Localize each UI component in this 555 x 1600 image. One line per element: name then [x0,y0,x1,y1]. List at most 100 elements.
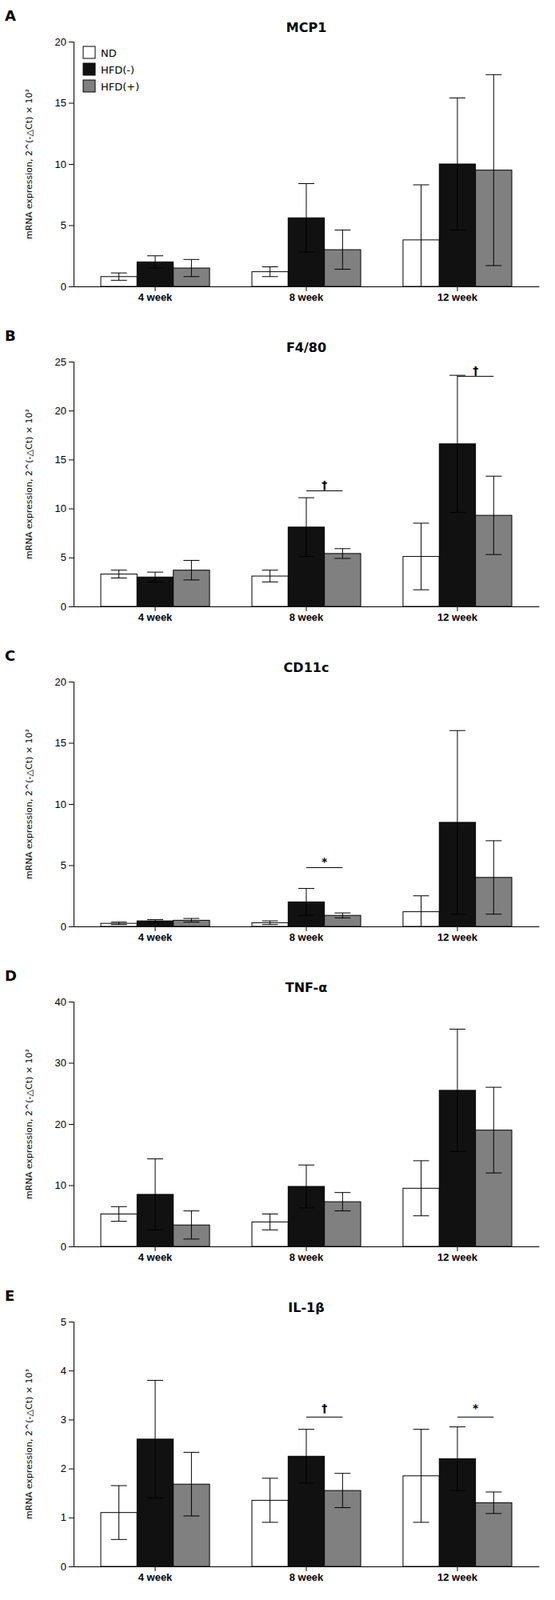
x-axis: 4 week8 week12 week [74,606,540,623]
y-tick-label: 4 [60,1364,67,1377]
panel-label: E [4,1286,15,1304]
y-tick-mark [68,1517,74,1518]
y-tick-label: 0 [60,1240,67,1253]
x-tick: 4 week [138,1565,173,1583]
x-axis: 4 week 8 week 12 week [74,926,540,943]
x-tick: 12 week [437,1245,479,1263]
y-tick-mark [68,286,74,288]
error-bar [485,840,502,915]
plot-area [100,1379,512,1566]
y-tick: 3 [60,1413,74,1426]
y-tick-label: 15 [55,736,67,749]
y-tick-mark [68,606,74,607]
x-tick: 4 week [138,286,173,304]
panel: 0123454 week8 week12 week†*IL-1βEmRNA ex… [4,1286,540,1583]
title: F4/80 [286,339,327,356]
y-tick-mark [68,803,74,805]
y-tick-mark [68,361,74,363]
y-tick-label: 20 [55,675,67,688]
y-tick: 5 [60,551,74,563]
error-bar [183,1451,200,1516]
y-tick-mark [68,681,74,683]
y-axis: 0510152025 [55,355,75,613]
y-tick: 10 [55,158,74,171]
series [173,840,512,927]
error-bar [485,74,502,266]
y-tick-label: 15 [55,96,67,109]
panel: 051015204 week8 week12 weekMCP1AmRNA exp… [4,7,540,304]
y-tick-mark [68,1468,74,1470]
y-tick: 5 [60,219,74,232]
series [100,895,440,927]
x-tick-label: 4 week [138,930,173,943]
y-tick-mark [68,1001,74,1003]
y-tick-label: 0 [60,600,67,613]
error-bar [485,1491,502,1514]
error-bar [262,267,279,277]
x-tick-label: 4 week [138,610,173,623]
x-tick-label: 12 week [437,1570,479,1583]
x-tick-mark [155,1565,156,1571]
x-tick-mark [306,1245,308,1251]
title: CD11c [283,659,330,675]
error-bar [298,888,315,916]
error-bar [147,1379,164,1498]
plot-area [100,1028,512,1246]
legend-item: HFD(-) [83,63,135,76]
x-tick-mark [306,606,308,611]
y-axis-line [68,362,75,607]
significance-symbol: * [472,1401,480,1414]
y-tick-label: 5 [60,219,67,232]
series [136,97,476,287]
x-tick-label: 4 week [138,291,173,304]
error-bar [147,1158,164,1230]
error-bar [449,1028,466,1151]
y-tick-mark [68,1062,74,1064]
y-tick-label: 30 [55,1056,67,1069]
y-tick-label: 5 [60,1315,67,1328]
error-bar [413,523,430,590]
y-axis-title: mRNA expression, 2^(-△Ct) × 10³ [23,1368,35,1519]
legend-label: HFD(-) [100,63,135,76]
legend-item: HFD(+) [83,79,140,93]
series [100,523,440,607]
y-tick: 15 [55,96,74,109]
series [136,375,476,607]
significance-symbol: * [321,854,328,868]
error-bar [413,1429,430,1522]
series [136,730,476,927]
y-tick-label: 10 [55,798,67,811]
y-tick-mark [68,163,74,165]
y-tick: 2 [60,1461,74,1474]
y-tick: 10 [55,502,74,515]
y-tick-label: 20 [55,404,67,417]
series [136,1379,476,1566]
panel-label: B [4,327,16,344]
significance-symbol: † [321,478,328,492]
x-tick-label: 12 week [437,291,479,304]
panel-label: D [4,966,17,984]
legend-label: ND [100,47,117,60]
figure: 051015204 week8 week12 weekMCP1AmRNA exp… [0,0,555,1600]
series [100,184,440,287]
error-bar [334,1473,351,1508]
plot-area [100,730,512,927]
panel-label: A [4,7,16,24]
error-bar [449,730,466,914]
y-tick-label: 2 [60,1461,67,1474]
x-tick-label: 12 week [437,930,479,943]
series [100,1160,440,1246]
x-tick: 12 week [437,606,479,623]
error-bar [298,497,315,556]
x-tick: 8 week [289,926,324,943]
significance-symbol: † [321,1401,328,1414]
bar [100,574,137,607]
y-tick-label: 0 [60,1560,67,1573]
y-tick-label: 5 [60,551,67,563]
legend-swatch [83,79,96,92]
x-axis: 4 week8 week12 week [74,1565,540,1583]
x-tick-label: 4 week [138,1570,173,1583]
plot-area [100,74,512,287]
y-tick-mark [68,1369,74,1371]
y-tick-mark [68,1123,74,1125]
